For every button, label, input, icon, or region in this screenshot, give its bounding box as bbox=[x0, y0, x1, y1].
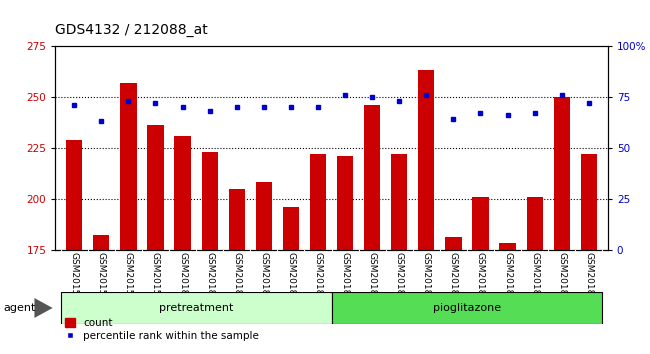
Text: agent: agent bbox=[3, 303, 36, 313]
Bar bbox=[554, 97, 570, 250]
Bar bbox=[148, 125, 164, 250]
Bar bbox=[499, 244, 515, 250]
Text: GSM201842: GSM201842 bbox=[530, 252, 539, 306]
Text: GSM201836: GSM201836 bbox=[368, 252, 376, 307]
Text: GSM201843: GSM201843 bbox=[557, 252, 566, 307]
Text: GSM201840: GSM201840 bbox=[476, 252, 485, 307]
Text: GSM201837: GSM201837 bbox=[395, 252, 404, 307]
Text: GSM201542: GSM201542 bbox=[70, 252, 79, 306]
Bar bbox=[255, 182, 272, 250]
Text: GSM201545: GSM201545 bbox=[151, 252, 160, 307]
Bar bbox=[310, 154, 326, 250]
Bar bbox=[332, 292, 603, 324]
Bar bbox=[473, 197, 489, 250]
Text: GSM201839: GSM201839 bbox=[449, 252, 458, 307]
Text: GSM201833: GSM201833 bbox=[287, 252, 295, 307]
Bar bbox=[229, 188, 245, 250]
Text: GDS4132 / 212088_at: GDS4132 / 212088_at bbox=[55, 23, 208, 37]
Bar bbox=[202, 152, 218, 250]
Text: GSM201835: GSM201835 bbox=[341, 252, 350, 307]
Text: GSM201832: GSM201832 bbox=[259, 252, 268, 307]
Text: GSM201838: GSM201838 bbox=[422, 252, 431, 307]
Bar bbox=[66, 140, 83, 250]
Polygon shape bbox=[34, 298, 53, 318]
Text: GSM201834: GSM201834 bbox=[313, 252, 322, 307]
Text: GSM201841: GSM201841 bbox=[503, 252, 512, 307]
Text: GSM201543: GSM201543 bbox=[97, 252, 106, 307]
Text: pioglitazone: pioglitazone bbox=[433, 303, 501, 313]
Bar bbox=[93, 235, 109, 250]
Text: GSM201830: GSM201830 bbox=[205, 252, 214, 307]
Bar bbox=[120, 83, 136, 250]
Bar bbox=[418, 70, 434, 250]
Bar bbox=[580, 154, 597, 250]
Bar bbox=[364, 105, 380, 250]
Text: pretreatment: pretreatment bbox=[159, 303, 233, 313]
Text: GSM201844: GSM201844 bbox=[584, 252, 593, 306]
Bar bbox=[526, 197, 543, 250]
Text: GSM201829: GSM201829 bbox=[178, 252, 187, 307]
Bar bbox=[337, 156, 353, 250]
Bar bbox=[60, 292, 332, 324]
Bar bbox=[391, 154, 408, 250]
Legend: count, percentile rank within the sample: count, percentile rank within the sample bbox=[60, 314, 263, 345]
Bar bbox=[174, 136, 190, 250]
Text: GSM201544: GSM201544 bbox=[124, 252, 133, 306]
Text: GSM201831: GSM201831 bbox=[232, 252, 241, 307]
Bar bbox=[283, 207, 299, 250]
Bar bbox=[445, 237, 462, 250]
